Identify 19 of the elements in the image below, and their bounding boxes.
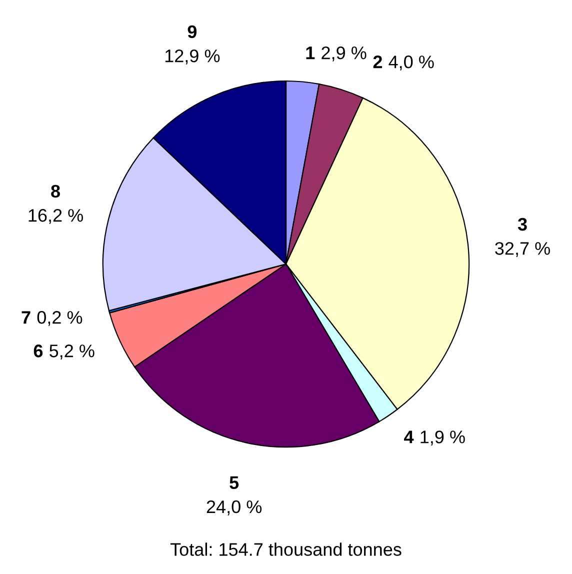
slice-label: 2 <box>373 56 382 68</box>
slice-label: 1 <box>306 46 315 60</box>
data-label: 16,2 % <box>28 209 83 224</box>
data-label: 12,9 % <box>165 50 220 64</box>
data-label: 1,9 % <box>420 430 465 446</box>
data-label: 24,0 % <box>206 500 262 516</box>
slice-label: 9 <box>188 25 197 38</box>
text: Total: 154.7 thousand tonnes <box>170 542 402 556</box>
data-label: 0,2 % <box>37 311 82 326</box>
slice-label: 4 <box>404 430 414 444</box>
slice-label: 3 <box>518 218 527 231</box>
slice-label: 8 <box>51 184 60 198</box>
data-label: 2,9 % <box>322 46 366 62</box>
data-label: 5,2 % <box>50 344 94 360</box>
data-label: 32,7 % <box>495 242 550 257</box>
data-label: 4,0 % <box>388 56 434 70</box>
slice-label: 6 <box>34 344 43 358</box>
slice-label: 7 <box>22 311 30 324</box>
slice-label: 5 <box>230 476 239 490</box>
